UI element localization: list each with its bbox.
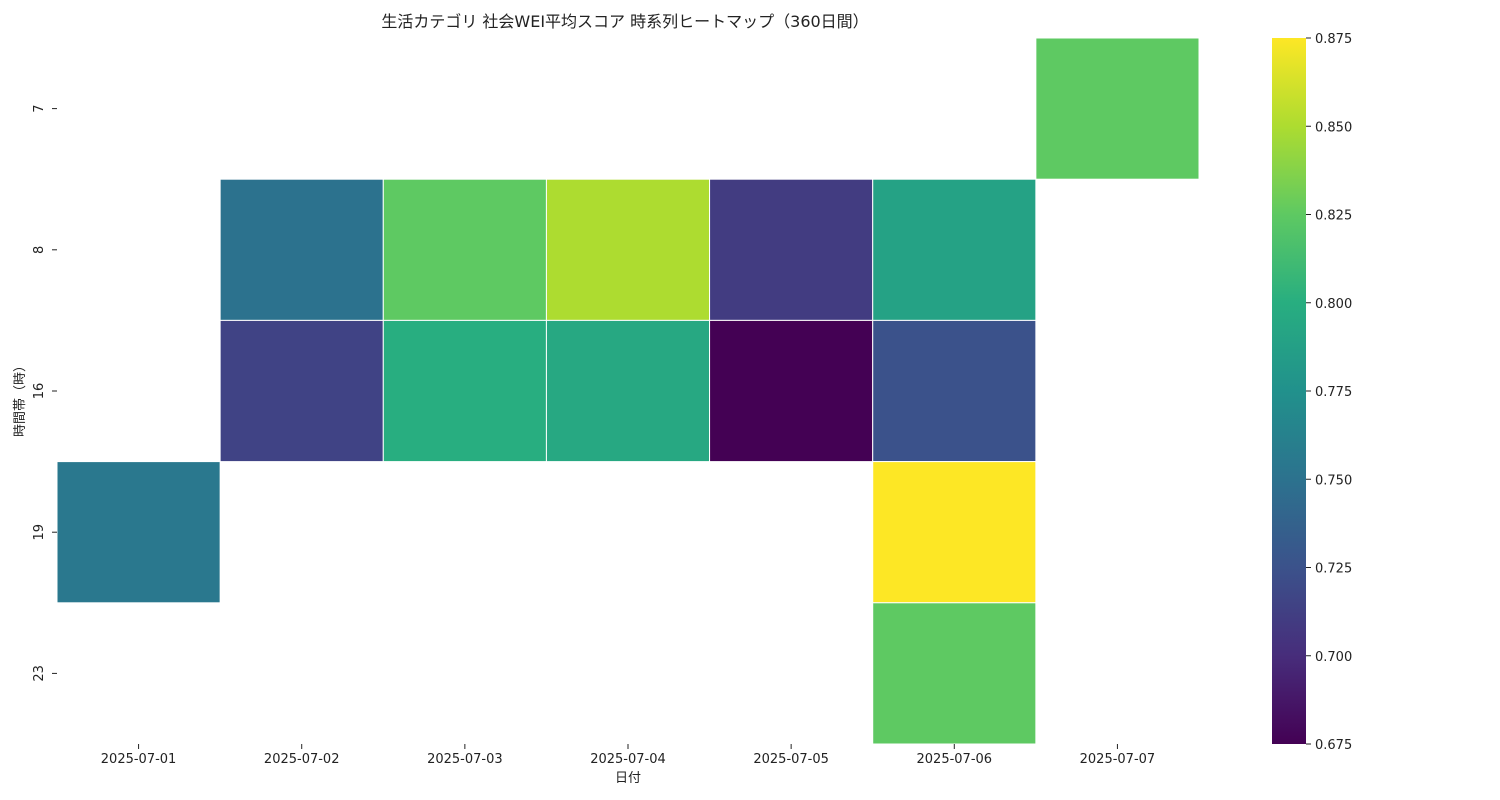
heatmap-cell [219,178,384,321]
y-tick-label: 16 [32,383,47,400]
heatmap-cell [709,319,874,463]
y-tick-label: 7 [32,104,47,112]
heatmap-cell [872,178,1037,321]
heatmap-cell [872,461,1037,604]
heatmap-cell [545,319,711,463]
colorbar-tick-label: 0.775 [1315,385,1352,400]
colorbar-ticks: 0.675 0.700 0.725 0.750 0.775 0.800 0.825 0.850… [1306,32,1352,753]
heatmap-cell [709,178,874,321]
colorbar-tick-label: 0.750 [1315,473,1352,488]
x-tick-label: 2025-07-05 [753,752,829,767]
colorbar-tick-label: 0.825 [1315,209,1352,224]
heatmap-cell [872,319,1037,463]
y-tick-label: 19 [32,524,47,541]
x-tick-label: 2025-07-01 [101,752,177,767]
heatmap-cell [872,602,1037,745]
heatmap-cell [219,319,384,463]
heatmap-cell [382,319,547,463]
x-tick-label: 2025-07-04 [590,752,666,767]
colorbar-tick-label: 0.675 [1315,738,1352,753]
colorbar-tick-label: 0.725 [1315,562,1352,577]
x-axis-title: 日付 [615,771,641,786]
colorbar-tick-label: 0.875 [1315,32,1352,47]
x-tick-label: 2025-07-07 [1080,752,1156,767]
heatmap-cell [1035,37,1200,180]
colorbar [1272,38,1306,744]
colorbar-tick-label: 0.850 [1315,120,1352,135]
heatmap-cell [545,178,711,321]
x-axis-ticks: 2025-07-01 2025-07-02 2025-07-03 2025-07-04… [101,744,1155,767]
colorbar-tick-label: 0.700 [1315,650,1352,665]
y-axis-ticks: 7 8 16 19 23 [32,104,57,682]
x-tick-label: 2025-07-06 [917,752,993,767]
heatmap-cell [56,461,221,604]
heatmap-cell [382,178,547,321]
y-axis-title: 時間帯（時） [13,359,28,437]
colorbar-tick-label: 0.800 [1315,297,1352,312]
y-tick-label: 8 [32,246,47,254]
y-tick-label: 23 [32,665,47,682]
x-tick-label: 2025-07-02 [264,752,340,767]
chart-title: 生活カテゴリ 社会WEI平均スコア 時系列ヒートマップ（360日間） [381,12,868,31]
heatmap-cells [56,37,1200,745]
x-tick-label: 2025-07-03 [427,752,503,767]
